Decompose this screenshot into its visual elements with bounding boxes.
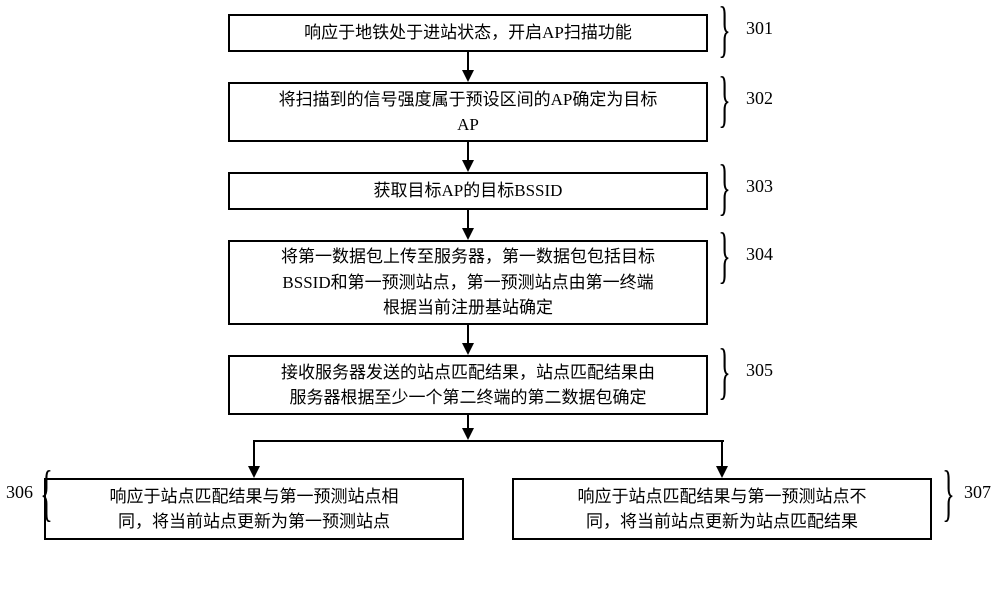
step-label-4: 304 [746, 244, 773, 265]
step-label-7: 307 [964, 482, 991, 503]
step-label-1: 301 [746, 18, 773, 39]
step-text-3: 获取目标AP的目标BSSID [374, 178, 563, 204]
brace-icon: } [718, 152, 730, 223]
step-label-6: 306 [6, 482, 33, 503]
step-text-6: 响应于站点匹配结果与第一预测站点相 同，将当前站点更新为第一预测站点 [110, 484, 399, 535]
step-text-1: 响应于地铁处于进站状态，开启AP扫描功能 [304, 20, 632, 46]
step-box-3: 获取目标AP的目标BSSID [228, 172, 708, 210]
brace-icon: } [718, 220, 730, 291]
brace-icon: } [718, 64, 730, 135]
step-box-6: 响应于站点匹配结果与第一预测站点相 同，将当前站点更新为第一预测站点 [44, 478, 464, 540]
step-box-2: 将扫描到的信号强度属于预设区间的AP确定为目标 AP [228, 82, 708, 142]
step-text-5: 接收服务器发送的站点匹配结果，站点匹配结果由 服务器根据至少一个第二终端的第二数… [281, 360, 655, 411]
step-box-1: 响应于地铁处于进站状态，开启AP扫描功能 [228, 14, 708, 52]
step-text-4: 将第一数据包上传至服务器，第一数据包包括目标 BSSID和第一预测站点，第一预测… [281, 244, 655, 321]
step-box-7: 响应于站点匹配结果与第一预测站点不 同，将当前站点更新为站点匹配结果 [512, 478, 932, 540]
brace-icon: { [40, 458, 52, 529]
step-text-2: 将扫描到的信号强度属于预设区间的AP确定为目标 AP [279, 87, 658, 138]
step-label-3: 303 [746, 176, 773, 197]
step-label-2: 302 [746, 88, 773, 109]
brace-icon: } [718, 0, 730, 65]
brace-icon: } [942, 458, 954, 529]
step-box-4: 将第一数据包上传至服务器，第一数据包包括目标 BSSID和第一预测站点，第一预测… [228, 240, 708, 325]
brace-icon: } [718, 336, 730, 407]
flowchart: 响应于地铁处于进站状态，开启AP扫描功能 将扫描到的信号强度属于预设区间的AP确… [0, 0, 1000, 616]
step-box-5: 接收服务器发送的站点匹配结果，站点匹配结果由 服务器根据至少一个第二终端的第二数… [228, 355, 708, 415]
step-text-7: 响应于站点匹配结果与第一预测站点不 同，将当前站点更新为站点匹配结果 [578, 484, 867, 535]
step-label-5: 305 [746, 360, 773, 381]
